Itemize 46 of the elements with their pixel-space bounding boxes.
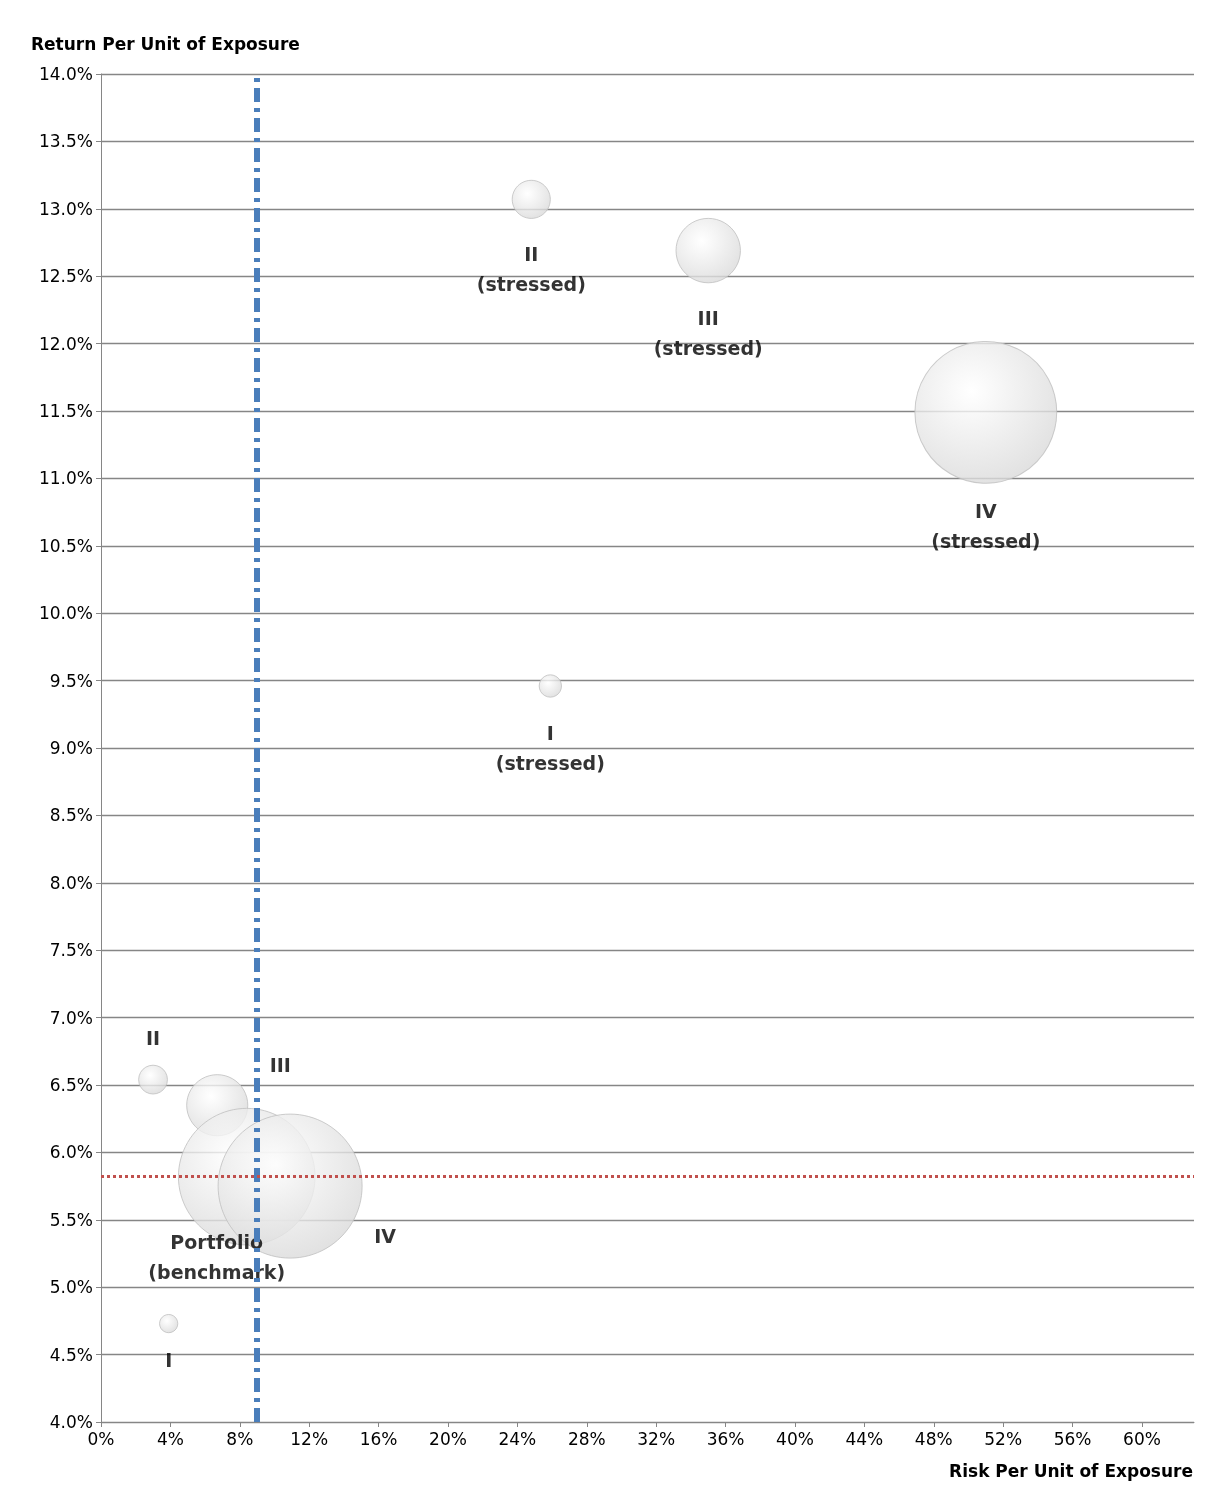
x-tick-label: 36%	[706, 1428, 745, 1449]
y-tick-label: 8.5%	[49, 805, 93, 826]
y-tick-label: 12.0%	[38, 333, 93, 354]
x-tick-label: 60%	[1123, 1428, 1161, 1449]
x-tick-label: 44%	[845, 1428, 884, 1449]
x-tick-label: 8%	[226, 1428, 254, 1449]
y-tick-label: 5.5%	[49, 1209, 93, 1230]
y-tick-label: 11.5%	[38, 401, 93, 421]
y-tick-label: 14.0%	[38, 64, 93, 84]
x-tick-label: 32%	[637, 1428, 676, 1449]
x-tick-label: 12%	[290, 1428, 329, 1449]
x-tick-label: 28%	[567, 1428, 606, 1449]
x-tick-label: 56%	[1053, 1428, 1092, 1449]
text: III (stressed)	[653, 307, 763, 360]
y-tick-label: 12.5%	[38, 266, 93, 287]
x-tick-label: 20%	[429, 1428, 467, 1449]
y-tick-label: 10.5%	[38, 535, 93, 556]
series-label: III	[269, 1054, 291, 1077]
y-tick-label: 13.5%	[38, 131, 93, 152]
y-tick-label: 13.0%	[38, 198, 93, 219]
x-tick-label: 52%	[984, 1428, 1023, 1449]
series-label: IV	[374, 1224, 397, 1247]
text: I (stressed)	[495, 721, 605, 774]
text: II (stressed)	[476, 242, 586, 295]
series-label: IV (stressed)	[931, 499, 1041, 552]
series-label: I	[165, 1349, 173, 1372]
series-label: II	[145, 1026, 161, 1049]
series-label: Portfolio (benchmark)	[148, 1231, 286, 1284]
y-tick-label: 11.0%	[38, 468, 93, 489]
y-tick-label: 7.0%	[49, 1007, 93, 1028]
x-tick-label: 24%	[498, 1428, 537, 1449]
x-axis-title: Risk Per Unit of Exposure	[949, 1460, 1193, 1481]
x-tick-label: 40%	[776, 1428, 814, 1449]
y-tick-label: 10.0%	[38, 603, 93, 624]
y-tick-label: 6.5%	[49, 1075, 93, 1095]
y-tick-label: 9.0%	[49, 738, 93, 758]
y-tick-label: 5.0%	[49, 1277, 93, 1298]
x-tick-label: 48%	[914, 1428, 953, 1449]
y-tick-label: 6.0%	[49, 1142, 93, 1163]
y-tick-label: 8.0%	[49, 872, 93, 893]
y-axis-title: Return Per Unit of Exposure	[31, 33, 300, 54]
y-tick-label: 7.5%	[49, 940, 93, 961]
x-tick-label: 16%	[359, 1428, 398, 1449]
x-tick-label: 4%	[156, 1428, 184, 1449]
y-tick-label: 9.5%	[49, 670, 93, 691]
y-tick-label: 4.5%	[49, 1344, 93, 1365]
